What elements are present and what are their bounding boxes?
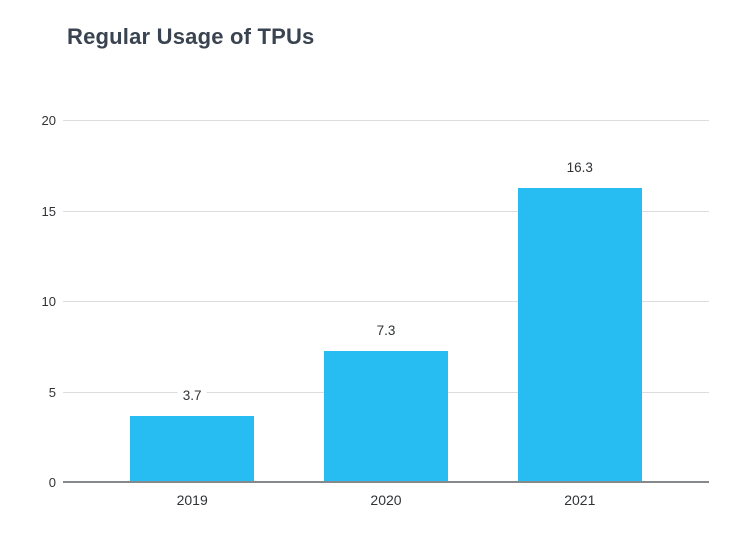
y-tick-label: 5 xyxy=(48,384,56,400)
chart-title: Regular Usage of TPUs xyxy=(67,24,315,49)
bar-2019 xyxy=(130,416,255,483)
bar-value-label: 3.7 xyxy=(177,388,207,404)
gridline xyxy=(63,301,709,302)
x-category-label: 2019 xyxy=(176,492,208,508)
axis-baseline xyxy=(63,481,709,483)
y-tick-label: 0 xyxy=(48,475,56,490)
bar-value-label: 7.3 xyxy=(371,322,401,338)
gridline xyxy=(63,210,709,212)
bar-2020 xyxy=(324,350,448,483)
x-category-label: 2021 xyxy=(564,492,596,508)
y-tick-label: 10 xyxy=(41,294,56,309)
bar-2021 xyxy=(517,187,642,483)
x-category-label: 2020 xyxy=(370,492,402,508)
plot-area: 3.7 2019 7.3 2020 16.3 2021 xyxy=(63,120,709,508)
bar-value-label: 16.3 xyxy=(561,159,598,175)
y-tick-label: 15 xyxy=(41,203,56,219)
y-tick-label: 20 xyxy=(41,113,56,128)
gridline xyxy=(63,120,709,121)
